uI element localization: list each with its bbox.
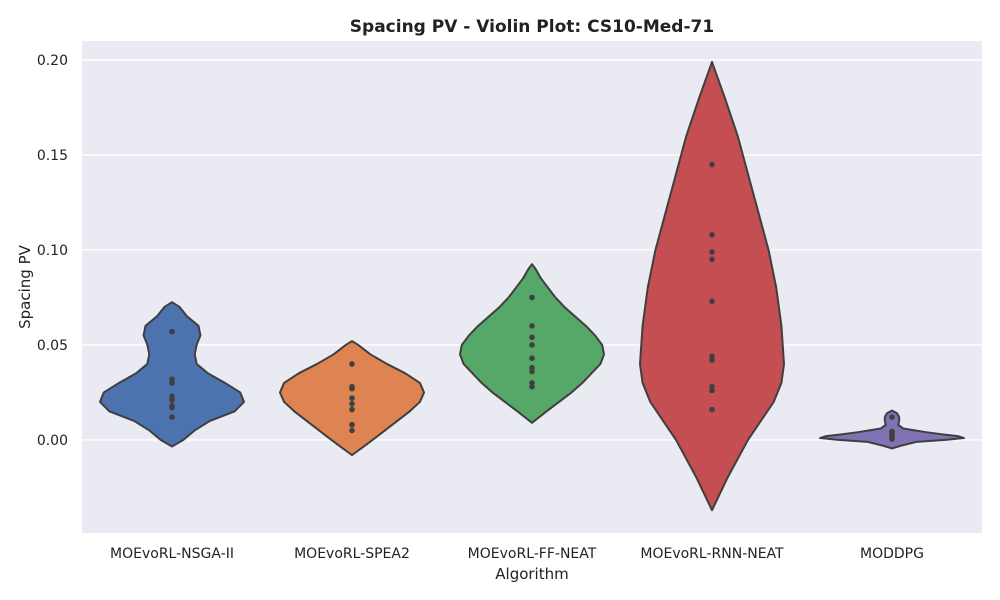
- y-axis-ticks: 0.00 0.05 0.10 0.15 0.20: [37, 53, 68, 449]
- violin-4: [819, 409, 965, 450]
- data-point: [709, 353, 715, 360]
- violins: [99, 60, 965, 512]
- data-point: [709, 406, 715, 413]
- violin-body: [99, 301, 245, 448]
- x-tick-label: MODDPG: [860, 546, 924, 562]
- y-axis-label: Spacing PV: [16, 244, 34, 328]
- data-point: [349, 361, 355, 367]
- y-tick-label: 0.05: [37, 338, 68, 354]
- y-tick-label: 0.15: [37, 148, 68, 164]
- chart-title: Spacing PV - Violin Plot: CS10-Med-71: [350, 17, 714, 37]
- x-axis-ticks: MOEvoRL-NSGA-II MOEvoRL-SPEA2 MOEvoRL-FF-N…: [110, 546, 924, 562]
- violin-body: [639, 60, 785, 512]
- data-point: [349, 395, 355, 401]
- x-axis-label: Algorithm: [495, 565, 568, 583]
- y-tick-label: 0.20: [37, 53, 68, 69]
- x-tick-label: MOEvoRL-RNN-NEAT: [640, 546, 784, 562]
- data-point: [709, 298, 715, 305]
- x-tick-label: MOEvoRL-FF-NEAT: [468, 546, 597, 562]
- data-point: [529, 294, 535, 301]
- data-point: [709, 231, 715, 238]
- y-tick-label: 0.10: [37, 243, 68, 259]
- data-point: [529, 355, 535, 362]
- data-point: [529, 364, 535, 371]
- data-point: [529, 342, 535, 348]
- data-point: [709, 256, 715, 263]
- data-point: [169, 376, 175, 382]
- data-point: [169, 414, 175, 420]
- violin-1: [279, 340, 425, 457]
- data-point: [709, 249, 715, 255]
- data-point: [349, 383, 355, 390]
- x-tick-label: MOEvoRL-SPEA2: [294, 546, 410, 562]
- data-point: [349, 406, 355, 413]
- data-point: [169, 328, 175, 335]
- data-point: [709, 161, 715, 168]
- data-point: [709, 383, 715, 390]
- violin-3: [639, 60, 785, 512]
- y-tick-label: 0.00: [37, 433, 68, 449]
- data-point: [349, 401, 355, 407]
- data-point: [529, 380, 535, 386]
- violin-2: [459, 263, 605, 424]
- violin-0: [99, 301, 245, 448]
- x-tick-label: MOEvoRL-NSGA-II: [110, 546, 234, 562]
- data-point: [169, 393, 175, 400]
- data-point: [349, 427, 355, 434]
- data-point: [889, 428, 895, 435]
- data-point: [529, 323, 535, 329]
- data-point: [529, 334, 535, 341]
- data-point: [889, 414, 895, 420]
- data-point: [349, 421, 355, 428]
- data-point: [169, 402, 175, 409]
